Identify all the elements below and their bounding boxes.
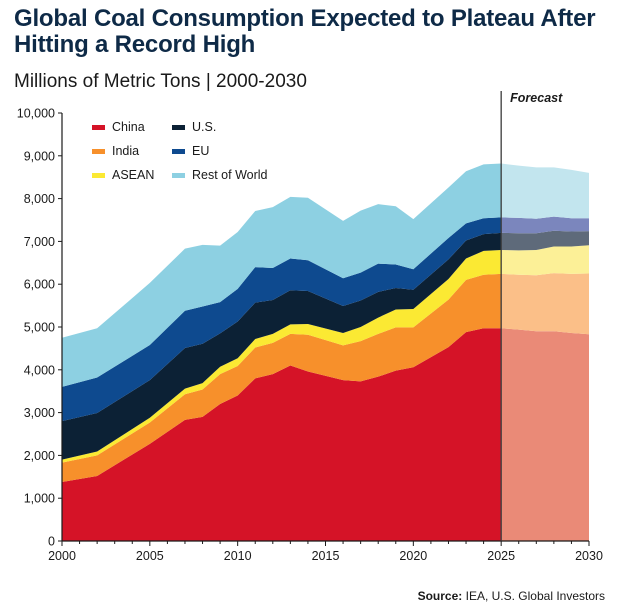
series-area-china-forecast [501,328,589,541]
legend-swatch-u-s [172,125,185,130]
y-tick-label: 7,000 [24,235,55,249]
y-tick-label: 6,000 [24,278,55,292]
chart-title: Global Coal Consumption Expected to Plat… [14,5,596,58]
x-tick-label: 2005 [136,549,164,563]
legend-label-u-s: U.S. [192,120,216,134]
series-area-asean-historical [62,249,502,463]
x-tick-label: 2010 [224,549,252,563]
legend-swatch-china [92,125,105,130]
legend-label-india: India [112,144,139,158]
y-tick-label: 10,000 [17,107,55,121]
y-tick-label: 8,000 [24,192,55,206]
source-note: Source: IEA, U.S. Global Investors [418,589,605,603]
y-tick-label: 9,000 [24,149,55,163]
legend-swatch-asean [92,173,105,178]
legend-label-rest-of-world: Rest of World [192,168,268,182]
y-tick-label: 2,000 [24,449,55,463]
chart-axes: 0 1,000 2,000 3,000 4,000 5,000 6,000 7,000 8,00… [17,91,603,563]
legend-label-china: China [112,120,145,134]
chart-subtitle: Millions of Metric Tons | 2000-2030 [14,71,307,92]
series-area-india-historical [62,273,502,482]
legend-swatch-rest-of-world [172,173,185,178]
legend-label-asean: ASEAN [112,168,154,182]
chart-legend: China India ASEAN U.S. EU Rest of World [92,120,268,182]
x-tick-label: 2000 [48,549,76,563]
x-tick-label: 2025 [487,549,515,563]
y-tick-label: 0 [48,535,55,549]
series-area-u-s-forecast [501,230,589,251]
x-tick-label: 2030 [575,549,603,563]
chart-areas [62,163,589,541]
series-area-eu-historical [62,217,502,422]
y-tick-label: 1,000 [24,492,55,506]
y-tick-label: 3,000 [24,406,55,420]
y-tick-label: 4,000 [24,363,55,377]
forecast-label: Forecast [510,91,563,105]
y-tick-label: 5,000 [24,321,55,335]
source-label: Source: [417,589,463,603]
x-tick-label: 2020 [399,549,427,563]
series-area-rest-of-world-historical [62,163,502,387]
series-area-china-historical [62,328,502,541]
series-area-india-forecast [501,273,589,335]
legend-swatch-eu [172,149,185,154]
legend-swatch-india [92,149,105,154]
series-area-eu-forecast [501,216,589,234]
series-area-rest-of-world-forecast [501,163,589,219]
source-text: IEA, U.S. Global Investors [465,589,605,603]
x-tick-label: 2015 [312,549,340,563]
series-area-asean-forecast [501,245,589,276]
legend-label-eu: EU [192,144,209,158]
series-area-u-s-historical [62,232,502,460]
